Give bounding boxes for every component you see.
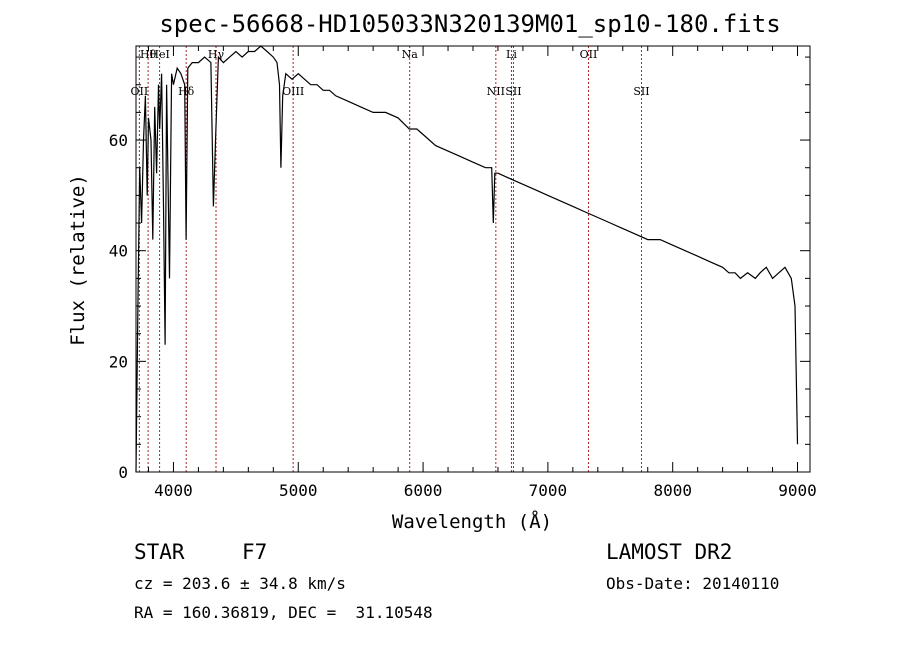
line-marker-label: Na xyxy=(402,48,419,61)
line-marker-label: OIII xyxy=(282,85,304,98)
y-tick-label: 0 xyxy=(118,463,128,482)
line-marker-label: HeI xyxy=(149,48,169,61)
redshift-readout: cz = 203.6 ± 34.8 km/s xyxy=(134,574,346,593)
coordinates-readout: RA = 160.36819, DEC = 31.10548 xyxy=(134,603,433,622)
line-marker-label: SII xyxy=(633,85,649,98)
line-marker-label: Li xyxy=(506,48,517,61)
line-marker-label: OII xyxy=(580,48,598,61)
line-marker-label: NII xyxy=(487,85,505,98)
y-axis-label: Flux (relative) xyxy=(67,174,89,346)
line-marker-label: Hθ xyxy=(140,48,157,61)
y-tick-label: 60 xyxy=(109,131,128,150)
x-tick-label: 9000 xyxy=(778,481,817,500)
x-tick-label: 6000 xyxy=(404,481,443,500)
survey-name: LAMOST DR2 xyxy=(606,540,733,564)
y-tick-label: 20 xyxy=(109,352,128,371)
line-marker-label: SII xyxy=(505,85,521,98)
y-tick-label: 40 xyxy=(109,242,128,261)
chart-title: spec-56668-HD105033N320139M01_sp10-180.f… xyxy=(159,10,780,38)
object-class: STAR xyxy=(134,540,185,564)
x-tick-label: 7000 xyxy=(529,481,568,500)
x-tick-label: 5000 xyxy=(279,481,318,500)
observation-date: Obs-Date: 20140110 xyxy=(606,574,780,593)
spectral-subclass: F7 xyxy=(242,540,268,564)
x-axis-label: Wavelength (Å) xyxy=(392,510,552,533)
line-marker-label: Hδ xyxy=(178,85,195,98)
line-marker-label: Hγ xyxy=(208,48,225,61)
x-tick-label: 4000 xyxy=(154,481,193,500)
plot-frame xyxy=(135,45,811,473)
x-tick-label: 8000 xyxy=(653,481,692,500)
line-marker-label: OII xyxy=(131,85,149,98)
spectrum-line xyxy=(135,45,799,473)
